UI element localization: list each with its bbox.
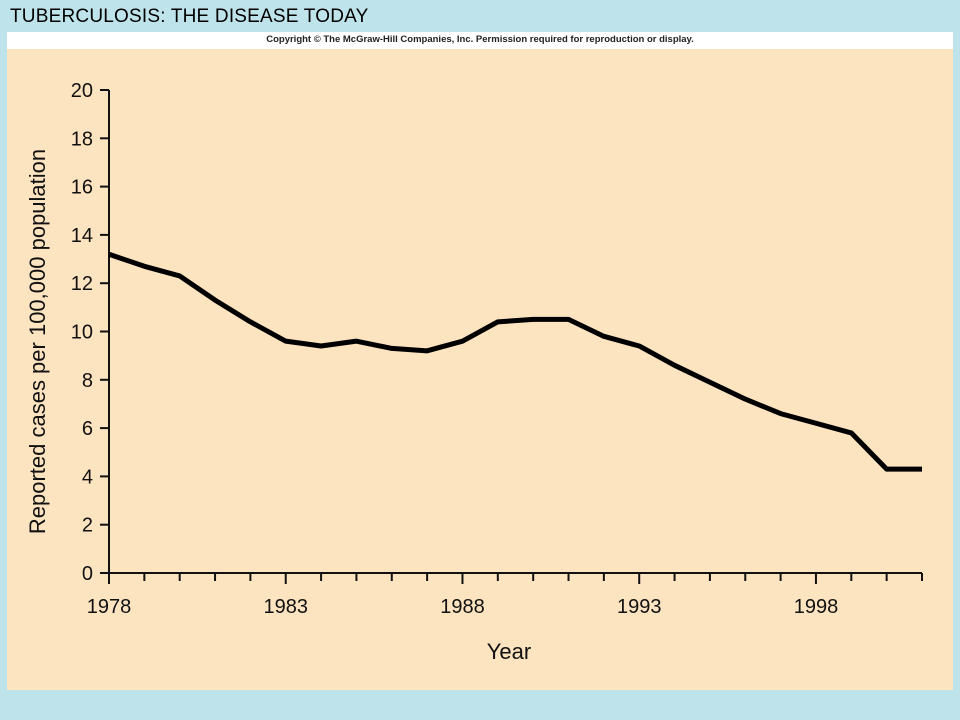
y-tick-label: 10 xyxy=(71,322,93,344)
slide-title: TUBERCULOSIS: THE DISEASE TODAY xyxy=(10,6,369,27)
y-tick-label: 14 xyxy=(71,225,93,247)
plot-background xyxy=(7,49,953,690)
x-axis-title: Year xyxy=(487,639,531,664)
x-tick-label: 1998 xyxy=(794,596,839,618)
y-tick-label: 12 xyxy=(71,273,93,295)
y-tick-label: 0 xyxy=(82,563,93,585)
line-chart: 0 2 4 6 8 10 12 14 16 18 20 1978 1983 1988 1993 1998 Ye… xyxy=(25,80,923,664)
y-tick-label: 16 xyxy=(71,177,93,199)
x-tick-label: 1993 xyxy=(617,596,662,618)
y-tick-label: 20 xyxy=(71,80,93,102)
y-tick-label: 8 xyxy=(82,370,93,392)
y-axis-title: Reported cases per 100,000 population xyxy=(25,149,50,534)
x-tick-label: 1978 xyxy=(87,596,132,618)
y-tick-label: 18 xyxy=(71,128,93,150)
figure-panel: Copyright © The McGraw-Hill Companies, I… xyxy=(7,32,953,690)
x-tick-label: 1983 xyxy=(263,596,308,618)
y-tick-label: 2 xyxy=(82,515,93,537)
series-line xyxy=(108,251,922,472)
y-tick-label: 6 xyxy=(82,418,93,440)
copyright-notice: Copyright © The McGraw-Hill Companies, I… xyxy=(266,34,694,45)
y-tick-label: 4 xyxy=(82,466,93,488)
x-tick-label: 1988 xyxy=(440,596,485,618)
